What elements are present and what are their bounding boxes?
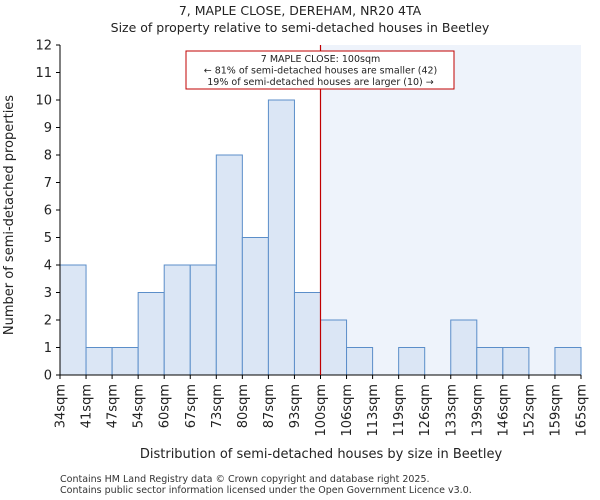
bar-139sqm xyxy=(476,347,504,376)
bar-119sqm xyxy=(398,347,426,376)
x-tick-label: 119sqm xyxy=(392,384,407,437)
y-axis-label: Number of semi-detached properties xyxy=(2,95,17,335)
x-tick-label: 60sqm xyxy=(158,384,173,428)
x-tick-label: 133sqm xyxy=(444,384,459,437)
bar-34sqm xyxy=(59,264,87,376)
y-tick-label: 1 xyxy=(44,341,52,356)
x-tick-label: 146sqm xyxy=(496,384,511,437)
annotation-line: ← 81% of semi-detached houses are smalle… xyxy=(204,66,438,77)
chart-subtitle: Size of property relative to semi-detach… xyxy=(111,20,490,35)
y-tick-label: 10 xyxy=(35,94,52,109)
bar-47sqm xyxy=(111,347,139,376)
bar-133sqm xyxy=(450,319,478,376)
annotation-line: 7 MAPLE CLOSE: 100sqm xyxy=(261,54,381,65)
x-tick-label: 139sqm xyxy=(470,384,485,437)
x-tick-label: 159sqm xyxy=(548,384,563,437)
annotation-line: 19% of semi-detached houses are larger (… xyxy=(207,77,434,88)
x-tick-label: 113sqm xyxy=(366,384,381,437)
bar-159sqm xyxy=(554,347,582,376)
x-tick-label: 126sqm xyxy=(418,384,433,437)
x-tick-label: 73sqm xyxy=(210,384,225,428)
x-tick-label: 80sqm xyxy=(236,384,251,428)
bar-100sqm xyxy=(320,319,348,376)
bar-87sqm xyxy=(267,99,295,376)
x-tick-label: 47sqm xyxy=(106,384,121,428)
x-tick-label: 152sqm xyxy=(522,384,537,437)
x-tick-label: 41sqm xyxy=(80,384,95,428)
y-tick-label: 7 xyxy=(44,176,52,191)
bar-41sqm xyxy=(85,347,113,376)
footer-copyright: Contains HM Land Registry data © Crown c… xyxy=(60,474,430,485)
bar-60sqm xyxy=(163,264,191,376)
x-axis-label: Distribution of semi-detached houses by … xyxy=(140,447,503,462)
y-tick-label: 4 xyxy=(44,259,52,274)
y-tick-label: 5 xyxy=(44,231,52,246)
bar-93sqm xyxy=(293,292,322,376)
x-tick-label: 106sqm xyxy=(340,384,355,437)
y-tick-label: 2 xyxy=(44,314,52,329)
x-tick-label: 54sqm xyxy=(132,384,147,428)
y-tick-label: 9 xyxy=(44,121,52,136)
chart-title: 7, MAPLE CLOSE, DEREHAM, NR20 4TA xyxy=(179,3,422,18)
y-tick-label: 6 xyxy=(44,204,52,219)
y-tick-label: 11 xyxy=(35,66,52,81)
x-tick-label: 67sqm xyxy=(184,384,199,428)
bar-80sqm xyxy=(241,237,269,376)
x-tick-label: 165sqm xyxy=(575,384,590,437)
y-tick-label: 12 xyxy=(35,39,52,54)
bar-146sqm xyxy=(502,347,530,376)
bar-67sqm xyxy=(189,264,217,376)
y-tick-label: 8 xyxy=(44,149,52,164)
x-tick-label: 87sqm xyxy=(262,384,277,428)
bar-54sqm xyxy=(137,292,165,376)
footer-licence: Contains public sector information licen… xyxy=(60,485,472,496)
bar-106sqm xyxy=(346,347,374,376)
bar-73sqm xyxy=(215,154,243,376)
x-tick-label: 34sqm xyxy=(54,384,69,428)
x-tick-label: 100sqm xyxy=(314,384,329,437)
annotation-box xyxy=(185,50,455,90)
x-tick-label: 93sqm xyxy=(288,384,303,428)
y-tick-label: 0 xyxy=(44,369,52,384)
y-tick-label: 3 xyxy=(44,286,52,301)
